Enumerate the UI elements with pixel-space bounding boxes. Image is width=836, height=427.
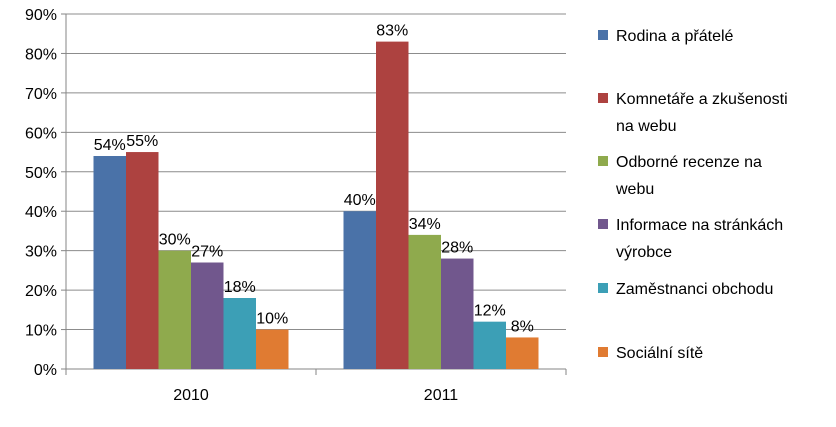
y-tick-label: 80% [25,46,57,63]
legend-label: Sociální sítě [616,345,703,362]
y-tick-label: 10% [25,323,57,340]
y-tick-label: 20% [25,283,57,300]
data-label: 8% [511,318,534,335]
legend-label: Odborné recenze na [616,154,762,171]
data-label: 54% [94,137,126,154]
bar [408,234,441,369]
bar [126,152,159,369]
legend-swatch [598,156,608,166]
y-axis: 0% 10% 20% 30% 40% 50% 60% 70% 80% 90% [25,7,67,379]
data-label: 40% [344,192,376,209]
y-tick-label: 50% [25,165,57,182]
legend-label: na webu [616,118,677,135]
legend-label: webu [615,181,654,198]
y-tick-label: 30% [25,244,57,261]
y-tick-label: 60% [25,125,57,142]
data-label: 30% [159,232,191,249]
bar [343,211,376,369]
legend-label: Komnetáře a zkušenosti [616,91,788,108]
data-label: 27% [191,244,223,261]
y-tick-label: 70% [25,86,57,103]
x-tick-label: 2010 [173,387,209,404]
data-label: 12% [474,303,506,320]
data-labels: 54% 55% 30%27% 18%10% 40% 83% 34%28% 12% 8% [94,23,534,336]
legend-swatch [598,347,608,357]
bar [93,156,126,369]
bar [506,337,539,369]
y-tick-label: 90% [25,7,57,24]
bar [223,298,256,369]
data-label: 34% [409,216,441,233]
legend-label: Rodina a přátelé [616,28,734,45]
data-label: 10% [256,311,288,328]
data-label: 83% [376,23,408,40]
bar [256,329,289,369]
x-axis: 2010 2011 [65,369,567,404]
legend-swatch [598,30,608,40]
bar [473,321,506,369]
y-tick-label: 0% [34,362,57,379]
y-tick-label: 40% [25,204,57,221]
bar [441,258,474,369]
bars [93,41,539,369]
legend-label: výrobce [616,244,672,261]
bar [191,262,224,369]
legend-swatch [598,283,608,293]
legend-label: Informace na stránkách [616,217,783,234]
legend: Rodina a přátelé Komnetáře a zkušenosti na… [598,28,788,362]
data-label: 28% [441,240,473,257]
legend-label: Zaměstnanci obchodu [616,281,773,298]
legend-swatch [598,93,608,103]
data-label: 18% [224,279,256,296]
legend-swatch [598,219,608,229]
data-label: 55% [126,133,158,150]
x-tick-label: 2011 [424,387,459,404]
bar [158,250,191,369]
bar [376,41,409,369]
